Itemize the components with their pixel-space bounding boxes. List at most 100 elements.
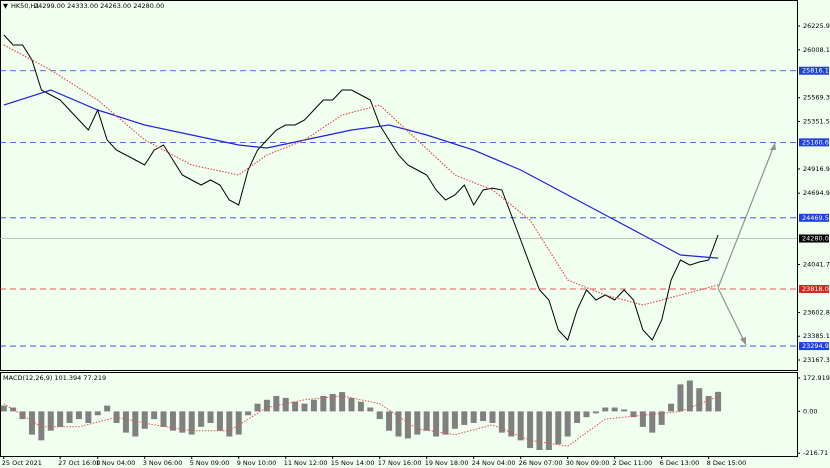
macd-bar [508, 411, 515, 437]
macd-bar [677, 384, 684, 412]
projection-down [717, 287, 747, 346]
level-label: 23818.00 [802, 285, 830, 293]
macd-bar [564, 411, 571, 437]
macd-bar [602, 407, 609, 412]
x-tick-label: 6 Dec 13:00 [660, 459, 700, 467]
macd-bar [235, 411, 242, 435]
macd-bar [28, 411, 35, 435]
macd-bar [423, 411, 430, 431]
macd-bar [132, 411, 139, 437]
macd-bar [292, 401, 299, 412]
macd-bar [66, 411, 73, 423]
macd-bar [715, 391, 722, 412]
macd-bar [245, 411, 252, 416]
macd-bar [85, 411, 92, 423]
y-tick-label: 25351.55 [803, 117, 830, 125]
x-tick-label: 9 Nov 10:00 [237, 459, 277, 467]
x-tick-label: 2 Dec 11:00 [613, 459, 653, 467]
macd-bar [527, 411, 534, 449]
macd-bar [329, 394, 336, 412]
macd-bar [348, 397, 355, 412]
macd-bar [104, 405, 111, 412]
macd-bar [621, 409, 628, 412]
macd-bar [649, 411, 656, 433]
macd-bar [0, 405, 7, 412]
macd-title: MACD(12,26,9) 101.394 77.219 [3, 374, 106, 382]
x-tick-label: 11 Nov 12:00 [284, 459, 328, 467]
level-tag [799, 66, 829, 75]
x-tick-label: 8 Dec 15:00 [707, 459, 747, 467]
price-line [3, 34, 719, 341]
macd-bar [339, 392, 346, 412]
y-tick-label: -216.71 [803, 449, 828, 457]
macd-bar [75, 411, 82, 420]
level-label: 23294.97 [802, 342, 830, 350]
macd-bar [696, 388, 703, 412]
macd-bar [47, 411, 54, 431]
macd-bar [433, 411, 440, 437]
level-label: 24280.00 [802, 235, 830, 243]
macd-bar [273, 395, 280, 412]
x-tick-label: 1 Nov 04:00 [96, 459, 136, 467]
y-tick-label: 23385.10 [803, 332, 830, 340]
y-tick-label: 23167.35 [803, 356, 830, 364]
macd-bar [686, 380, 693, 412]
macd-bar [10, 407, 17, 412]
macd-bar [310, 399, 317, 412]
y-tick-label: 25569.30 [803, 94, 830, 102]
x-tick-label: 3 Nov 06:00 [143, 459, 183, 467]
macd-bar [545, 411, 552, 451]
x-tick-label: 27 Oct 16:00 [58, 459, 100, 467]
macd-bar [517, 411, 524, 441]
y-tick-label: 24041.70 [803, 261, 830, 269]
menu-arrow[interactable]: ▼ [3, 2, 8, 10]
macd-bar [583, 411, 590, 418]
macd-bar [376, 411, 383, 420]
macd-bar [639, 411, 646, 427]
macd-bar [555, 411, 562, 445]
x-tick-label: 5 Nov 09:00 [190, 459, 230, 467]
macd-bar [395, 411, 402, 437]
macd-bar [57, 411, 64, 427]
macd-bar [141, 411, 148, 429]
x-tick-label: 15 Nov 14:00 [331, 459, 375, 467]
macd-bar [216, 411, 223, 431]
x-tick-label: 17 Nov 16:00 [378, 459, 422, 467]
y-tick-label: 23602.85 [803, 308, 830, 316]
macd-bar [254, 403, 261, 412]
y-tick-label: 24916.95 [803, 165, 830, 173]
arrow-head [740, 337, 746, 345]
x-tick-label: 26 Nov 07:00 [519, 459, 563, 467]
macd-bar [367, 407, 374, 412]
moving-average [3, 44, 719, 306]
ohlc: 24299.00 24333.00 24263.00 24280.00 [34, 2, 164, 10]
macd-bar [282, 397, 289, 412]
macd-bar [592, 411, 599, 414]
macd-bar [263, 399, 270, 412]
macd-bar [461, 411, 468, 425]
x-tick-label: 25 Oct 2021 [2, 459, 42, 467]
level-label: 25160.63 [802, 138, 830, 146]
macd-signal [3, 395, 719, 447]
arrow-head [770, 143, 776, 150]
x-tick-label: 19 Nov 18:00 [425, 459, 469, 467]
macd-bar [470, 411, 477, 423]
macd-bar [151, 411, 158, 420]
macd-bar [611, 407, 618, 412]
macd-bar [357, 401, 364, 412]
level-label: 24469.58 [802, 214, 830, 222]
level-tag [799, 213, 829, 222]
level-tag [799, 284, 829, 293]
y-tick-label: 26225.95 [803, 22, 830, 30]
x-tick-label: 30 Nov 09:00 [566, 459, 610, 467]
macd-bar [630, 411, 637, 418]
macd-bar [451, 411, 458, 429]
level-tag [799, 138, 829, 147]
macd-bar [658, 411, 665, 425]
macd-bar [94, 411, 101, 416]
macd-bar [38, 411, 45, 441]
macd-pane [0, 372, 798, 457]
macd-bar [536, 411, 543, 451]
macd-bar [489, 411, 496, 423]
